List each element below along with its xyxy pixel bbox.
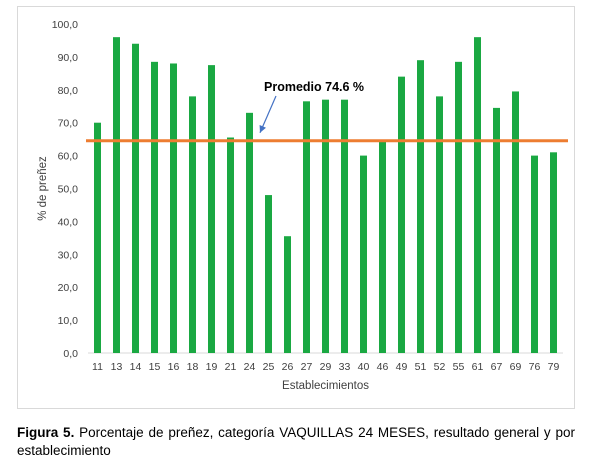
bar: [531, 155, 538, 353]
x-tick-label: 27: [301, 361, 313, 373]
x-tick-label: 16: [168, 361, 180, 373]
x-tick-label: 67: [491, 361, 503, 373]
x-tick-label: 14: [130, 361, 142, 373]
bar: [379, 140, 386, 353]
x-tick-label: 11: [92, 361, 103, 373]
x-tick-label: 13: [111, 361, 123, 373]
bar: [303, 101, 310, 353]
y-axis-title: % de preñez: [37, 156, 49, 221]
x-tick-label: 46: [377, 361, 389, 373]
y-tick-label: 90,0: [58, 52, 79, 64]
x-axis-title: Establecimientos: [282, 380, 369, 392]
bar: [398, 76, 405, 353]
bar: [417, 60, 424, 353]
y-tick-label: 50,0: [58, 184, 79, 196]
x-tick-label: 76: [529, 361, 541, 373]
bar: [512, 91, 519, 353]
x-tick-label: 51: [415, 361, 427, 373]
bar: [94, 122, 101, 353]
bar: [151, 61, 158, 354]
x-tick-label: 19: [206, 361, 218, 373]
x-tick-label: 21: [225, 361, 237, 373]
bar: [170, 63, 177, 353]
bar: [246, 112, 253, 353]
bar-chart: 0,0 10,0 20,0 30,0 40,0 50,0 60,0 70,0 80,0 90,0 1…: [37, 19, 568, 392]
x-tick-label: 61: [472, 361, 484, 373]
caption-text: Porcentaje de preñez, categoría VAQUILLA…: [17, 425, 575, 458]
bar: [322, 99, 329, 353]
x-tick-label: 33: [339, 361, 351, 373]
bar: [189, 96, 196, 353]
y-tick-label: 0,0: [63, 348, 78, 360]
bar: [550, 152, 557, 353]
bar: [227, 137, 234, 353]
bar: [132, 43, 139, 354]
chart-frame: 0,0 10,0 20,0 30,0 40,0 50,0 60,0 70,0 80,0 90,0 1…: [17, 6, 575, 409]
x-tick-label: 52: [434, 361, 446, 373]
x-tick-label: 40: [358, 361, 370, 373]
bar: [493, 107, 500, 354]
bar: [341, 99, 348, 353]
bar: [265, 195, 272, 353]
x-tick-label: 24: [244, 361, 256, 373]
y-tick-label: 100,0: [52, 19, 78, 31]
y-tick-label: 60,0: [58, 151, 79, 163]
x-tick-label: 18: [187, 361, 199, 373]
x-tick-label: 79: [548, 361, 560, 373]
bar: [436, 96, 443, 353]
y-tick-label: 40,0: [58, 216, 79, 228]
bar: [113, 37, 120, 353]
bar: [284, 236, 291, 353]
caption-label: Figura 5.: [17, 425, 75, 440]
x-tick-label: 15: [149, 361, 161, 373]
bar: [208, 65, 215, 353]
x-tick-label: 49: [396, 361, 408, 373]
y-tick-label: 20,0: [58, 282, 79, 294]
average-annotation: Promedio 74.6 %: [264, 80, 364, 94]
figure-caption: Figura 5. Porcentaje de preñez, categorí…: [17, 424, 575, 460]
bar: [360, 155, 367, 353]
y-tick-label: 30,0: [58, 249, 79, 261]
x-tick-label: 26: [282, 361, 294, 373]
x-tick-label: 69: [510, 361, 522, 373]
y-tick-label: 80,0: [58, 85, 79, 97]
y-tick-label: 70,0: [58, 118, 79, 130]
x-tick-label: 55: [453, 361, 465, 373]
bar: [455, 61, 462, 354]
y-tick-label: 10,0: [58, 315, 79, 327]
x-tick-label: 29: [320, 361, 332, 373]
annotation-arrowhead: [259, 124, 267, 133]
bar: [474, 37, 481, 353]
x-tick-label: 25: [263, 361, 275, 373]
